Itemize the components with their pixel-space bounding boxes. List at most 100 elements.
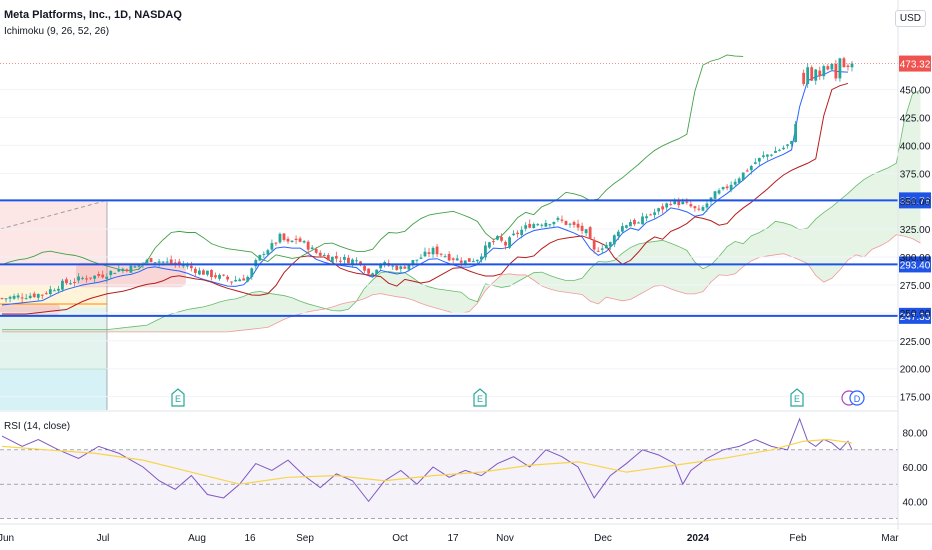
candle [28,292,32,300]
candle-body [725,186,729,189]
candle-body [282,233,286,240]
candle-body [81,277,84,279]
candle-body [407,264,411,270]
candle-body [814,69,818,81]
kijun-line [2,82,849,315]
candle [552,221,556,227]
candle-body [105,276,109,279]
candle-body [189,265,193,269]
earnings-icon [171,388,185,407]
candle-body [246,276,250,282]
candle-body [653,212,657,215]
candle [625,224,628,229]
candle [193,266,197,278]
candle [749,164,753,175]
time-tick-label: Sep [296,533,314,544]
price-tick-label: 350.00 [900,197,931,208]
candle-body [608,242,612,247]
candle-body [226,276,229,280]
candle [125,268,129,273]
candle [61,278,64,292]
candle-body [657,208,661,212]
candle [830,62,834,72]
candle-body [576,223,580,228]
candle [761,151,765,159]
candle-body [347,257,350,264]
candle [250,267,254,280]
dividend-marker: D [841,390,865,406]
candle [258,254,262,262]
candle [218,273,221,281]
candle [101,270,105,279]
candle [641,212,644,225]
candle-body [262,253,266,255]
candle [471,258,475,263]
candle [109,270,113,279]
candle-body [669,204,673,206]
candle [423,247,427,258]
candle-body [838,58,842,79]
candle-body [500,236,503,241]
time-tick-label: Nov [496,533,514,544]
candle-body [266,250,270,255]
candle [826,64,830,71]
candle-body [270,243,274,250]
cloud-area [2,90,921,332]
candle-body [435,246,439,255]
candle-body [181,265,185,267]
candle [89,277,93,281]
candle [322,252,326,256]
price-tick-label: 400.00 [900,141,931,152]
candle [745,168,749,172]
candle [729,181,733,193]
price-tick-label: 375.00 [900,169,931,180]
candle-body [512,233,516,236]
candle-body [761,155,765,157]
candle [488,241,491,250]
candle-body [334,256,338,259]
candle [548,223,552,228]
candle-body [681,201,685,205]
rsi-tick-label: 40.00 [902,497,927,508]
candle-body [766,154,769,157]
candle-body [677,200,681,206]
candle-body [717,190,721,194]
time-tick-label: 17 [447,533,459,544]
candle-body [757,157,761,162]
candle [492,238,495,245]
level-label-bg [899,256,931,273]
candle-body [44,293,48,295]
candle-body [794,124,798,143]
candle [343,254,346,264]
candle-body [540,224,544,226]
candle-body [165,261,169,263]
earnings-icon [473,388,487,407]
candle [705,201,709,212]
candle [741,172,745,181]
candle-body [89,277,93,279]
candle-body [101,274,105,278]
price-tick-label: 450.00 [900,86,931,97]
candle-body [544,222,548,227]
candle [737,176,741,185]
candle-body [697,208,701,210]
price-tick-label: 175.00 [900,393,931,404]
candle [302,239,306,244]
candle-body [93,275,97,279]
candle-body [294,238,298,241]
dividend-icon [849,390,865,406]
candle [427,248,431,257]
rsi-tick-label: 60.00 [902,463,927,474]
candle-body [4,298,8,300]
candle-body [210,270,213,278]
candle [528,219,532,229]
rsi-label[interactable]: RSI (14, close) [4,421,71,432]
candle [520,226,524,239]
candle-body [69,283,72,285]
rsi-panel: 80.00 60.00 40.00 [0,417,928,519]
candle [274,242,278,247]
currency-label[interactable]: USD [894,10,926,27]
indicator-label[interactable]: Ichimoku (9, 26, 52, 26) [4,26,110,37]
candle-body [532,224,536,228]
